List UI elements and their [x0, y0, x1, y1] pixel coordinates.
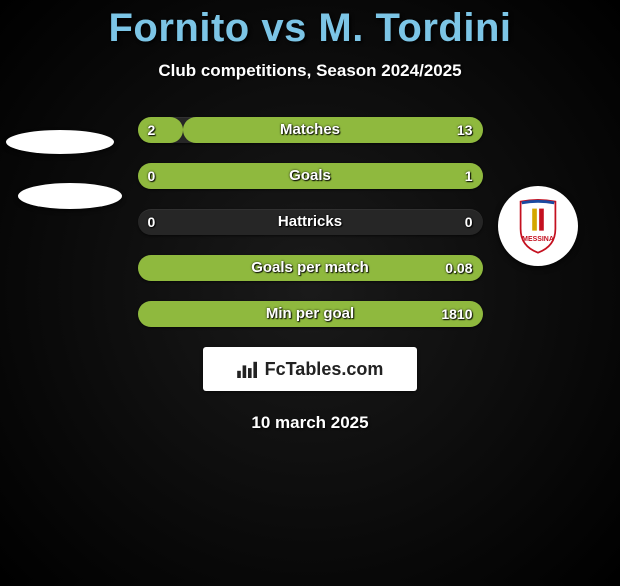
stat-row: Min per goal1810	[138, 301, 483, 327]
stat-label: Goals per match	[138, 255, 483, 281]
stat-label: Goals	[138, 163, 483, 189]
stat-value-right: 0.08	[445, 255, 472, 281]
stat-value-left: 0	[148, 163, 156, 189]
stat-label: Min per goal	[138, 301, 483, 327]
stats-table: Matches213Goals01Hattricks00Goals per ma…	[138, 117, 483, 327]
bar-chart-icon	[237, 360, 259, 378]
stat-value-right: 1	[465, 163, 473, 189]
svg-text:MESSINA: MESSINA	[522, 236, 554, 243]
stat-row: Hattricks0 0	[138, 209, 483, 235]
date-label: 10 march 2025	[0, 413, 620, 433]
avatar-placeholder	[18, 183, 122, 209]
club-badge-right: MESSINA	[498, 186, 578, 266]
club-crest-icon: MESSINA	[509, 197, 567, 255]
stat-value-right: 1810	[441, 301, 472, 327]
stat-row: Goals per match0.08	[138, 255, 483, 281]
stat-value-right: 0	[465, 209, 473, 235]
stat-label: Hattricks	[138, 209, 483, 235]
stat-value-left: 2	[148, 117, 156, 143]
stat-row: Goals0 1	[138, 163, 483, 189]
fctables-label: FcTables.com	[265, 359, 384, 380]
page-title: Fornito vs M. Tordini	[0, 6, 620, 51]
stat-value-left: 0	[148, 209, 156, 235]
avatar-placeholder	[6, 130, 114, 154]
stat-label: Matches	[138, 117, 483, 143]
stat-value-right: 13	[457, 117, 473, 143]
fctables-attribution[interactable]: FcTables.com	[203, 347, 417, 391]
page-subtitle: Club competitions, Season 2024/2025	[0, 61, 620, 81]
stat-row: Matches2 13	[138, 117, 483, 143]
